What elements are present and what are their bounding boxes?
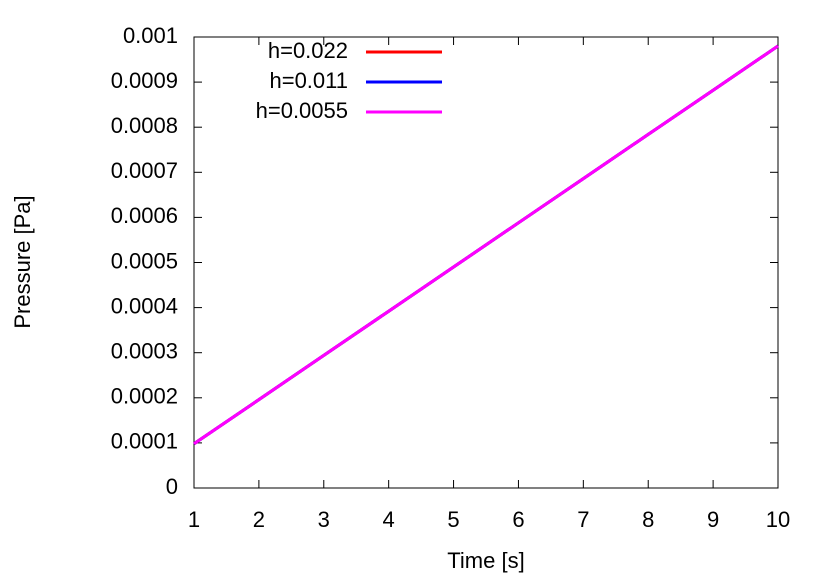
y-tick-label: 0.0006 <box>111 203 178 228</box>
y-tick-label: 0.0003 <box>111 339 178 364</box>
x-tick-label: 2 <box>253 507 265 532</box>
x-tick-label: 3 <box>318 507 330 532</box>
x-tick-label: 7 <box>577 507 589 532</box>
x-axis-label: Time [s] <box>447 548 524 573</box>
x-tick-label: 6 <box>512 507 524 532</box>
x-tick-label: 8 <box>642 507 654 532</box>
y-tick-label: 0.0008 <box>111 113 178 138</box>
x-tick-label: 10 <box>766 507 790 532</box>
x-tick-label: 5 <box>447 507 459 532</box>
legend-label: h=0.022 <box>268 38 348 63</box>
x-tick-label: 4 <box>383 507 395 532</box>
y-tick-label: 0.0009 <box>111 68 178 93</box>
legend-label: h=0.011 <box>269 68 348 93</box>
x-tick-label: 9 <box>707 507 719 532</box>
y-tick-label: 0.0007 <box>111 158 178 183</box>
y-tick-label: 0 <box>166 474 178 499</box>
x-tick-label: 1 <box>188 507 200 532</box>
y-tick-label: 0.0004 <box>111 293 178 318</box>
y-tick-label: 0.0005 <box>111 248 178 273</box>
y-tick-label: 0.0002 <box>111 384 178 409</box>
data-line <box>193 44 779 446</box>
legend-label: h=0.0055 <box>256 98 348 123</box>
y-tick-label: 0.0001 <box>111 429 178 454</box>
y-tick-label: 0.001 <box>123 23 178 48</box>
y-axis-label: Pressure [Pa] <box>10 195 35 328</box>
